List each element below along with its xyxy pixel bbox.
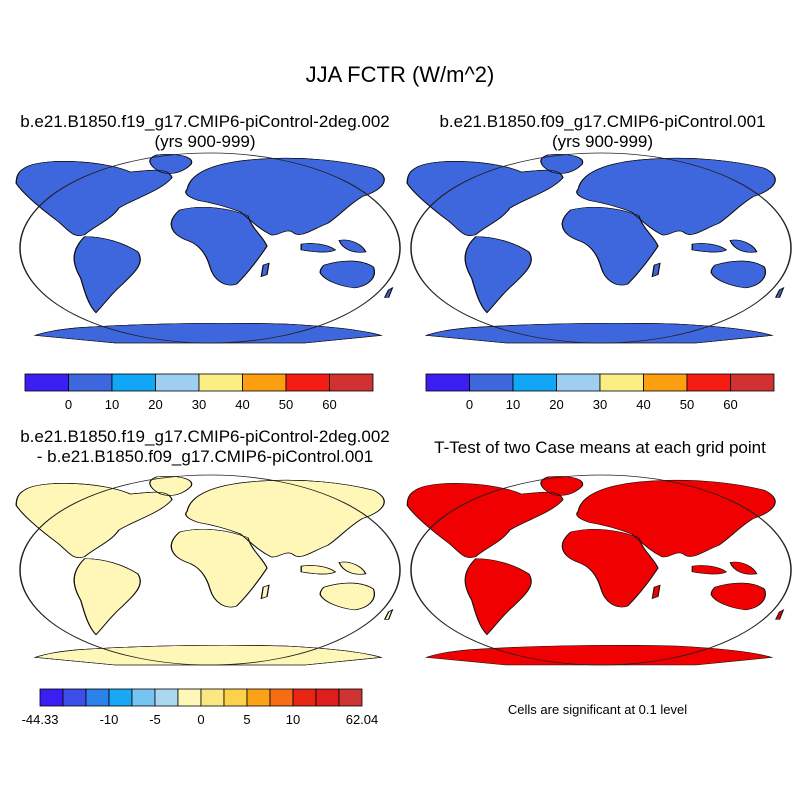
colorbar-box xyxy=(24,373,69,392)
significance-note: Cells are significant at 0.1 level xyxy=(507,702,688,717)
panel-3-title: b.e21.B1850.f19_g17.CMIP6-piControl-2deg… xyxy=(0,427,410,467)
colorbar-box xyxy=(285,373,330,392)
colorbar-label: 10 xyxy=(286,712,300,727)
map-panel-case-2 xyxy=(407,148,793,343)
case-1-map-border xyxy=(19,152,401,344)
colorbar-box xyxy=(223,688,248,707)
panel-3-title-line-2: - b.e21.B1850.f09_g17.CMIP6-piControl.00… xyxy=(36,447,374,466)
colorbar-box xyxy=(198,373,243,392)
colorbar-box xyxy=(177,688,202,707)
panel-1-title-line-1: b.e21.B1850.f19_g17.CMIP6-piControl-2deg… xyxy=(20,112,390,131)
colorbar-label: 5 xyxy=(243,712,250,727)
colorbar-box xyxy=(512,373,557,392)
colorbar-label: 60 xyxy=(322,397,336,412)
colorbar-label: 40 xyxy=(235,397,249,412)
colorbar-box xyxy=(155,373,200,392)
colorbar-box xyxy=(643,373,688,392)
colorbar-label: 0 xyxy=(65,397,72,412)
colorbar-label: 62.04 xyxy=(346,712,379,727)
colorbar-box xyxy=(329,373,374,392)
colorbar-box xyxy=(599,373,644,392)
colorbar-label: -5 xyxy=(149,712,161,727)
panel-3-title-line-1: b.e21.B1850.f19_g17.CMIP6-piControl-2deg… xyxy=(20,427,390,446)
ttest-map-border xyxy=(410,474,792,666)
colorbar-difference: -44.33 -10 -5 0 5 10 62.04 xyxy=(22,688,379,727)
panel-1-title: b.e21.B1850.f19_g17.CMIP6-piControl-2deg… xyxy=(0,112,410,152)
colorbar-box xyxy=(315,688,340,707)
colorbar-box xyxy=(730,373,775,392)
colorbar-case-2: 0 10 20 30 40 50 60 xyxy=(425,373,775,412)
colorbar-box xyxy=(62,688,87,707)
colorbar-case-1: 0 10 20 30 40 50 60 xyxy=(24,373,374,412)
colorbar-label: 0 xyxy=(197,712,204,727)
colorbar-label: 40 xyxy=(636,397,650,412)
colorbar-label: 10 xyxy=(105,397,119,412)
colorbar-label: -10 xyxy=(100,712,119,727)
colorbar-label: 30 xyxy=(593,397,607,412)
colorbar-box xyxy=(425,373,470,392)
colorbar-box xyxy=(154,688,179,707)
colorbar-label: 50 xyxy=(680,397,694,412)
colorbar-box xyxy=(108,688,133,707)
panel-4-title-line-1: T-Test of two Case means at each grid po… xyxy=(434,438,766,457)
map-panel-case-1 xyxy=(16,148,402,343)
colorbar-box xyxy=(131,688,156,707)
colorbar-label: 0 xyxy=(466,397,473,412)
panel-2-title-line-2: (yrs 900-999) xyxy=(551,132,654,151)
colorbar-box xyxy=(269,688,294,707)
map-panel-ttest xyxy=(407,475,793,665)
colorbar-box xyxy=(292,688,317,707)
colorbar-box xyxy=(111,373,156,392)
colorbar-label: 10 xyxy=(506,397,520,412)
colorbar-box xyxy=(200,688,225,707)
colorbar-box xyxy=(338,688,363,707)
panel-2-title-line-1: b.e21.B1850.f09_g17.CMIP6-piControl.001 xyxy=(439,112,766,131)
colorbar-label: 20 xyxy=(549,397,563,412)
main-title: JJA FCTR (W/m^2) xyxy=(305,62,495,87)
colorbar-box xyxy=(469,373,514,392)
colorbar-label: -44.33 xyxy=(22,712,59,727)
colorbar-box xyxy=(85,688,110,707)
colorbar-box xyxy=(556,373,601,392)
difference-map-border xyxy=(19,474,401,666)
colorbar-box xyxy=(686,373,731,392)
colorbar-box xyxy=(242,373,287,392)
colorbar-box xyxy=(246,688,271,707)
panel-4-title: T-Test of two Case means at each grid po… xyxy=(395,438,800,458)
colorbar-label: 30 xyxy=(192,397,206,412)
map-panel-difference xyxy=(16,470,402,665)
colorbar-label: 60 xyxy=(723,397,737,412)
colorbar-box xyxy=(39,688,64,707)
colorbar-label: 20 xyxy=(148,397,162,412)
panel-1-title-line-2: (yrs 900-999) xyxy=(154,132,256,151)
colorbar-label: 50 xyxy=(279,397,293,412)
panel-2-title: b.e21.B1850.f09_g17.CMIP6-piControl.001 … xyxy=(400,112,800,152)
colorbar-box xyxy=(68,373,113,392)
case-2-map-border xyxy=(410,152,792,344)
